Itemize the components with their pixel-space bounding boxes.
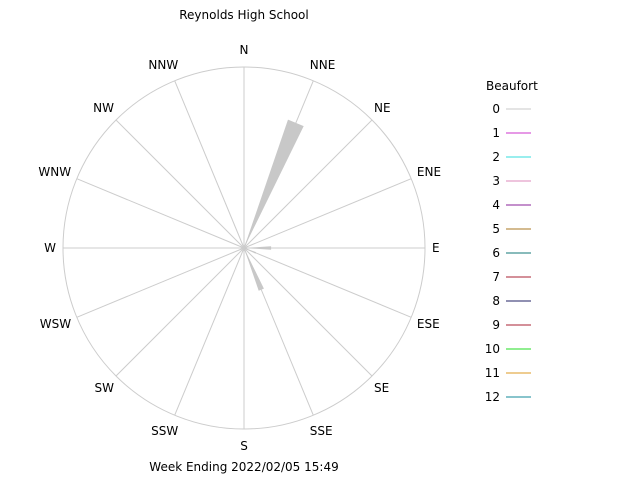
legend-label-0: 0 [492,102,500,116]
direction-label-nne: NNE [310,58,336,72]
grid-spoke-se [243,247,373,377]
direction-label-wnw: WNW [38,165,71,179]
legend-label-6: 6 [492,246,500,260]
grid-spoke-sw [115,247,245,377]
direction-label-ssw: SSW [151,424,178,438]
direction-label-wsw: WSW [40,317,71,331]
legend-label-7: 7 [492,270,500,284]
direction-label-sse: SSE [310,424,333,438]
grid-spoke-wsw [76,247,245,318]
direction-label-sw: SW [95,381,115,395]
direction-label-s: S [240,439,248,453]
direction-label-n: N [240,43,249,57]
grid-spoke-nw [115,119,245,249]
legend-label-9: 9 [492,318,500,332]
bar-e [244,246,272,250]
grid-spoke-ese [243,247,412,318]
bar-sse [244,248,264,291]
bar-nne [244,119,304,248]
direction-label-nw: NW [93,101,114,115]
direction-label-ne: NE [374,101,391,115]
direction-label-se: SE [374,381,389,395]
direction-label-nnw: NNW [148,58,178,72]
legend-label-2: 2 [492,150,500,164]
bar-ese [244,248,256,254]
legend-label-12: 12 [485,390,500,404]
grid-spoke-wnw [76,178,245,249]
grid-spoke-nnw [174,80,245,249]
direction-label-w: W [44,241,56,255]
legend-label-5: 5 [492,222,500,236]
direction-label-ese: ESE [417,317,440,331]
legend-title: Beaufort [486,79,538,93]
direction-label-e: E [432,241,440,255]
legend-label-1: 1 [492,126,500,140]
chart-footer: Week Ending 2022/02/05 15:49 [149,460,338,474]
legend-label-3: 3 [492,174,500,188]
grid-spoke-ne [243,119,373,249]
grid-spoke-ssw [174,247,245,416]
chart-title: Reynolds High School [179,8,308,22]
grid-spoke-ene [243,178,412,249]
legend-label-10: 10 [485,342,500,356]
legend-label-11: 11 [485,366,500,380]
direction-labels: N NNE NE ENE E ESE SE SSE S SSW SW WSW W WNW NW NNW [38,43,441,453]
legend-label-4: 4 [492,198,500,212]
polar-grid [62,66,426,430]
direction-label-ene: ENE [417,165,441,179]
frequency-bars [244,119,304,291]
legend-label-8: 8 [492,294,500,308]
